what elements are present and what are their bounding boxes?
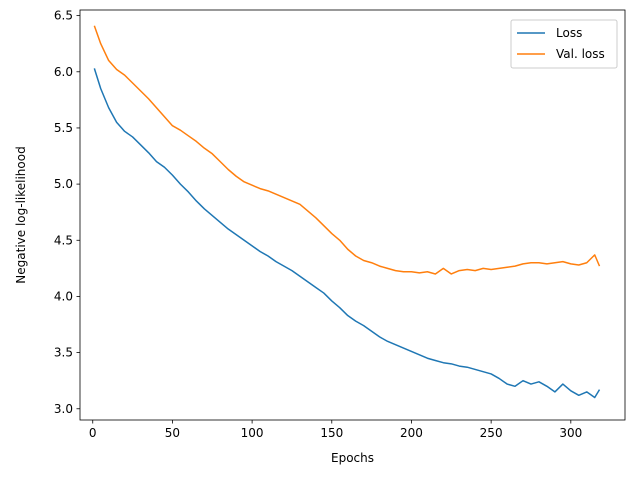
x-tick-label: 100 bbox=[241, 426, 264, 440]
y-axis-label: Negative log-likelihood bbox=[14, 146, 28, 283]
y-tick-label: 5.0 bbox=[54, 177, 73, 191]
plot-lines bbox=[93, 25, 601, 399]
y-tick-label: 3.0 bbox=[54, 402, 73, 416]
axes bbox=[79, 9, 626, 421]
x-axis-label: Epochs bbox=[331, 451, 374, 465]
x-tick-label: 250 bbox=[480, 426, 503, 440]
y-tick-label: 4.5 bbox=[54, 233, 73, 247]
legend-label-val-loss: Val. loss bbox=[556, 47, 605, 61]
plot-frame bbox=[79, 9, 626, 421]
y-tick-label: 4.0 bbox=[54, 289, 73, 303]
x-tick-label: 200 bbox=[400, 426, 423, 440]
series-line-val-loss bbox=[93, 25, 601, 275]
x-tick-label: 0 bbox=[89, 426, 97, 440]
y-tick-label: 3.5 bbox=[54, 346, 73, 360]
legend-box bbox=[510, 19, 618, 69]
y-axis-ticks: 3.0 3.5 4.0 4.5 5.0 5.5 6.0 6.5 bbox=[54, 9, 80, 416]
series-line-loss bbox=[93, 68, 601, 399]
legend-label-loss: Loss bbox=[556, 26, 582, 40]
y-tick-label: 6.0 bbox=[54, 65, 73, 79]
y-tick-label: 5.5 bbox=[54, 121, 73, 135]
legend: Loss Val. loss bbox=[510, 19, 618, 69]
x-tick-label: 50 bbox=[165, 426, 180, 440]
x-tick-label: 150 bbox=[320, 426, 343, 440]
y-tick-label: 6.5 bbox=[54, 9, 73, 23]
x-axis-ticks: 0 50 100 150 200 250 300 bbox=[89, 420, 582, 440]
x-tick-label: 300 bbox=[559, 426, 582, 440]
